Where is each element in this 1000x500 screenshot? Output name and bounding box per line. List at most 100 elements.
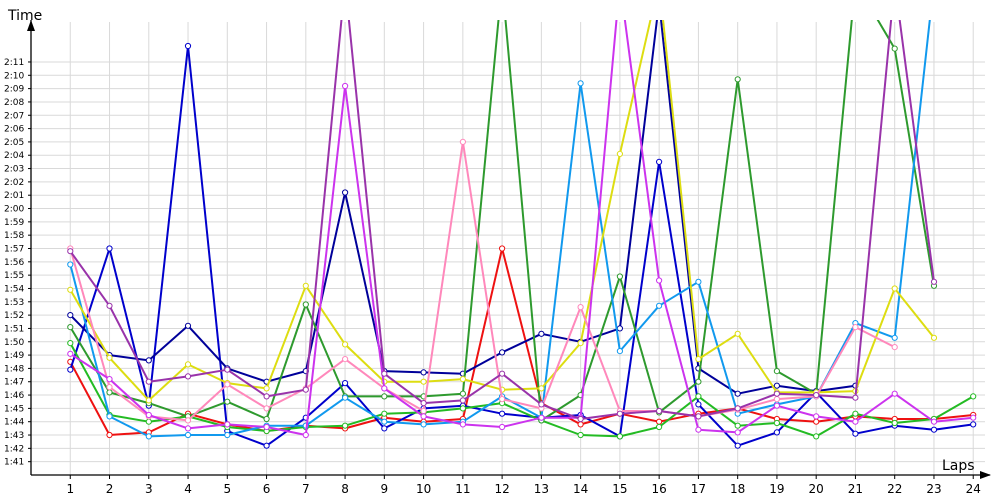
x-tick-label: 21 bbox=[848, 482, 863, 496]
data-point bbox=[184, 425, 192, 432]
data-point bbox=[813, 413, 820, 420]
data-point bbox=[695, 356, 702, 363]
data-point bbox=[695, 278, 702, 285]
grid bbox=[31, 22, 985, 475]
data-point bbox=[381, 385, 388, 392]
data-point bbox=[773, 402, 781, 409]
x-tick-label: 23 bbox=[926, 482, 941, 496]
data-point bbox=[930, 334, 938, 341]
x-tick-label: 13 bbox=[534, 482, 549, 496]
series-line bbox=[69, 140, 896, 422]
data-point bbox=[302, 301, 309, 308]
data-point bbox=[263, 393, 270, 400]
x-tick-label: 12 bbox=[494, 482, 509, 496]
x-tick-label: 18 bbox=[730, 482, 745, 496]
y-tick-label: 1:56 bbox=[4, 258, 24, 268]
data-point bbox=[302, 386, 309, 393]
data-point bbox=[145, 433, 152, 440]
data-point bbox=[420, 378, 427, 385]
data-point bbox=[499, 423, 506, 431]
y-axis-arrow bbox=[27, 20, 35, 31]
y-tick-label: 1:43 bbox=[4, 431, 24, 441]
data-point bbox=[852, 324, 859, 331]
x-tick-label: 22 bbox=[887, 482, 902, 496]
data-point bbox=[538, 385, 545, 392]
data-point bbox=[616, 325, 624, 332]
data-point bbox=[381, 393, 388, 400]
data-point bbox=[577, 80, 584, 87]
data-point bbox=[891, 45, 898, 52]
data-point bbox=[616, 410, 624, 417]
data-point bbox=[106, 302, 113, 309]
x-tick-label: 14 bbox=[573, 482, 588, 496]
series-10 bbox=[67, 20, 938, 423]
data-point bbox=[695, 401, 702, 408]
data-point bbox=[106, 354, 113, 361]
x-tick-label: 8 bbox=[341, 482, 349, 496]
data-point bbox=[67, 312, 74, 319]
data-point bbox=[106, 431, 113, 439]
data-point bbox=[184, 431, 192, 439]
data-point bbox=[381, 370, 388, 377]
data-point bbox=[106, 413, 113, 420]
data-point bbox=[734, 330, 741, 337]
y-tick-label: 1:59 bbox=[4, 218, 24, 228]
data-point bbox=[616, 150, 624, 157]
data-point bbox=[930, 278, 938, 285]
data-point bbox=[656, 158, 663, 165]
data-point bbox=[420, 421, 427, 428]
x-tick-label: 7 bbox=[302, 482, 310, 496]
data-point bbox=[695, 378, 702, 385]
data-point bbox=[538, 330, 545, 337]
data-point bbox=[342, 422, 349, 429]
series-layer bbox=[67, 20, 977, 449]
data-point bbox=[459, 421, 466, 428]
data-point bbox=[420, 400, 427, 407]
x-tick-label: 16 bbox=[652, 482, 667, 496]
y-tick-label: 2:01 bbox=[4, 191, 24, 201]
y-tick-label: 2:10 bbox=[4, 71, 24, 81]
y-tick-label: 1:45 bbox=[4, 404, 24, 414]
x-tick-label: 10 bbox=[416, 482, 431, 496]
data-point bbox=[459, 376, 466, 383]
data-point bbox=[263, 415, 270, 423]
y-tick-label: 2:09 bbox=[4, 85, 24, 95]
y-tick-label: 1:49 bbox=[4, 351, 24, 361]
data-point bbox=[145, 378, 152, 385]
x-axis-title: Laps bbox=[942, 458, 975, 474]
data-point bbox=[67, 350, 74, 357]
data-point bbox=[145, 418, 152, 425]
data-point bbox=[420, 413, 427, 420]
data-point bbox=[302, 282, 309, 289]
data-point bbox=[891, 419, 898, 427]
x-tick-label: 3 bbox=[145, 482, 153, 496]
data-point bbox=[852, 410, 859, 417]
data-point bbox=[734, 76, 741, 83]
y-tick-label: 1:41 bbox=[4, 458, 24, 468]
data-point bbox=[184, 373, 192, 380]
data-point bbox=[656, 302, 663, 309]
x-tick-label: 5 bbox=[223, 482, 231, 496]
data-point bbox=[970, 414, 977, 421]
y-tick-label: 1:57 bbox=[4, 245, 24, 255]
y-tick-label: 2:02 bbox=[4, 178, 24, 188]
data-point bbox=[224, 421, 231, 428]
data-point bbox=[459, 390, 466, 397]
y-tick-label: 2:11 bbox=[4, 58, 24, 68]
data-point bbox=[734, 390, 741, 397]
y-tick-label: 1:54 bbox=[4, 284, 24, 294]
data-point bbox=[106, 376, 113, 383]
data-point bbox=[695, 393, 702, 400]
data-point bbox=[734, 405, 741, 412]
data-point bbox=[67, 324, 74, 331]
data-point bbox=[263, 442, 270, 449]
data-point bbox=[459, 397, 466, 404]
data-point bbox=[813, 433, 820, 440]
data-point bbox=[459, 138, 466, 145]
data-point bbox=[67, 286, 74, 293]
data-point bbox=[381, 425, 388, 432]
data-point bbox=[891, 334, 898, 341]
x-tick-label: 17 bbox=[691, 482, 706, 496]
data-point bbox=[773, 368, 781, 375]
